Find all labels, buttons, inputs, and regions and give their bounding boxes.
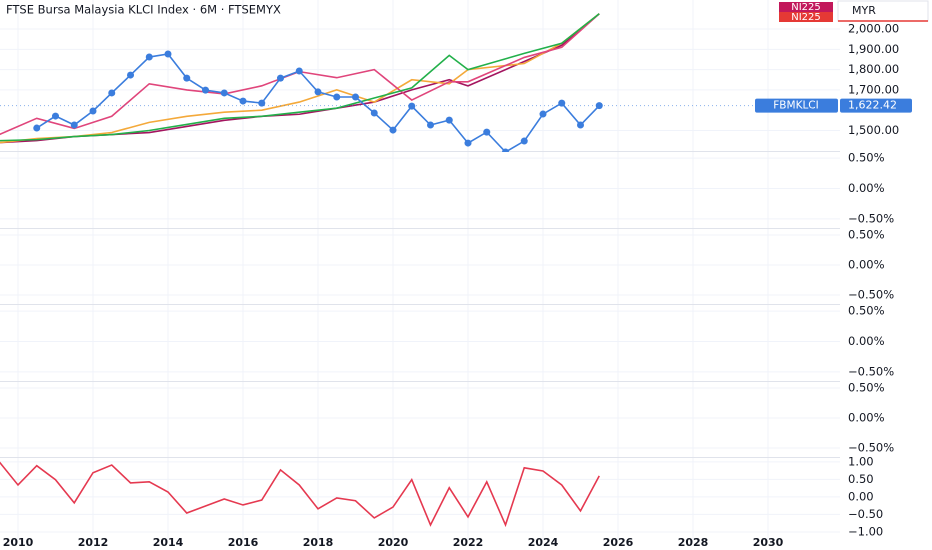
data-point [220,89,228,97]
x-tick-label: 2016 [228,536,259,549]
y-tick-label: 0.50% [848,304,885,318]
data-point [464,139,472,147]
x-tick-label: 2022 [453,536,484,549]
y-tick-label: 0.50 [848,472,874,486]
y-tick-label: 1,800.00 [848,62,899,76]
price-axis [840,0,932,550]
data-point [539,110,547,118]
data-point [70,121,78,129]
data-point [595,102,603,110]
data-point [202,86,209,94]
data-point [295,67,303,75]
last-price: 1,622.42 [848,99,897,112]
series-line [0,461,600,528]
series-group [0,13,603,152]
y-tick-label: −0.50 [848,507,883,521]
data-point [277,74,284,82]
x-tick-label: 2028 [678,536,709,549]
currency[interactable]: MYR [852,4,876,17]
x-tick-label: 2014 [153,536,184,549]
data-point [483,128,491,136]
last-price-tag [840,98,912,113]
y-tick-label: 0.00% [848,181,885,195]
y-tick-label: 1.00 [848,454,874,468]
y-tick-label: 0.50% [848,151,885,165]
y-tick-label: −1.00 [848,524,883,538]
x-tick-label: 2026 [603,536,634,549]
y-tick-label: 2,000.00 [848,22,899,36]
series-line [0,13,600,144]
data-point [314,88,322,96]
y-tick-label: −0.50% [848,441,894,455]
data-point [558,99,566,107]
data-point [427,121,434,129]
data-point [33,124,41,132]
data-point [258,99,266,107]
data-point [445,116,453,124]
y-tick-label: 0.00 [848,489,874,503]
x-tick-label: 2030 [753,536,784,549]
symbol-tag [779,2,833,12]
symbol-tag-text: FBMKLCI [773,100,818,112]
data-point [108,89,116,97]
symbol-tag [779,12,833,22]
y-tick-label: 0.00% [848,258,885,272]
data-point [333,93,341,101]
data-point [89,107,97,115]
symbol-tag [755,98,838,113]
y-tick-label: 0.00% [848,411,885,425]
symbol-tag-text: NI225 [791,12,821,23]
x-tick-label: 2018 [303,536,334,549]
data-point [239,97,247,105]
x-tick-label: 2020 [378,536,409,549]
data-point [502,148,509,152]
data-point [520,137,528,145]
x-tick-label: 2010 [3,536,34,549]
data-point [127,71,134,79]
symbol-tag-text: NI225 [791,2,821,13]
y-tick-label: 0.00% [848,334,885,348]
data-point [389,126,397,134]
x-tick-label: 2012 [78,536,109,549]
data-point [370,109,378,117]
data-point [145,53,153,61]
y-tick-label: 1,500.00 [848,123,899,137]
data-point [408,102,416,110]
series-line [0,13,600,142]
y-tick-label: 0.50% [848,228,885,242]
data-point [352,93,359,101]
data-point [577,121,584,129]
series-group [0,461,600,528]
y-tick-label: 0.50% [848,381,885,395]
y-tick-label: 1,700.00 [848,82,899,96]
y-tick-label: 1,900.00 [848,42,899,56]
x-tick-label: 2024 [528,536,559,549]
y-tick-label: −0.50% [848,288,894,302]
data-point [164,50,172,58]
y-tick-label: −0.50% [848,364,894,378]
chart-title: FTSE Bursa Malaysia KLCI Index · 6M · FT… [6,3,281,17]
data-point [183,74,191,82]
data-point [52,112,59,120]
y-tick-label: −0.50% [848,211,894,225]
